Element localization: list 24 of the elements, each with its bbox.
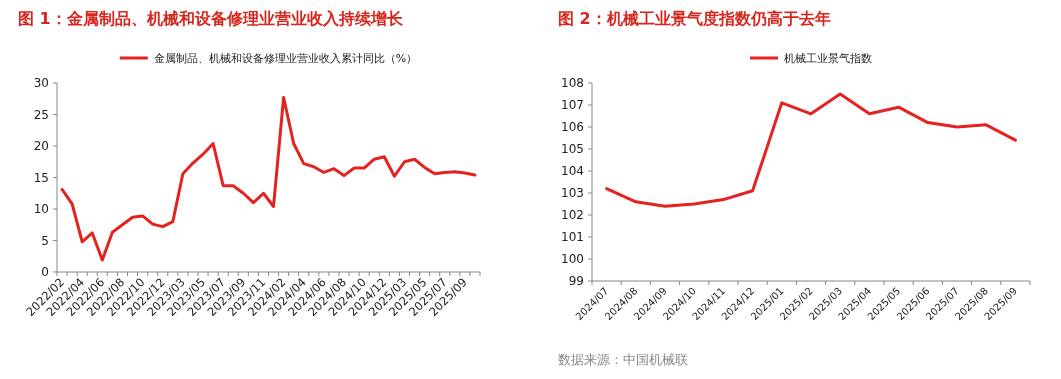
y-tick-label: 10 (33, 202, 49, 216)
y-tick-label: 103 (561, 186, 584, 200)
legend-label: 机械工业景气指数 (784, 52, 872, 65)
line-series (605, 92, 1017, 208)
chart-title: 图 2：机械工业景气度指数仍高于去年 (558, 9, 831, 28)
y-tick-label: 100 (561, 252, 584, 266)
y-tick-label: 105 (561, 142, 584, 156)
y-tick-label: 25 (33, 107, 49, 122)
source-note: 数据来源：中国机械联 (558, 352, 688, 367)
y-tick-label: 107 (561, 98, 584, 112)
legend-label: 金属制品、机械和设备修理业营业收入累计同比（%） (153, 52, 418, 65)
y-tick-label: 5 (41, 233, 49, 248)
chart-title: 图 1：金属制品、机械和设备修理业营业收入持续增长 (18, 9, 404, 28)
y-tick-label: 106 (561, 120, 584, 134)
y-tick-label: 0 (41, 265, 49, 279)
y-tick-label: 30 (33, 76, 49, 90)
y-tick-label: 20 (33, 139, 49, 153)
y-tick-label: 108 (561, 76, 584, 90)
y-tick-label: 99 (568, 274, 584, 288)
y-tick-label: 102 (561, 208, 584, 222)
line-series (60, 95, 477, 262)
y-tick-label: 15 (33, 170, 49, 185)
y-tick-label: 101 (561, 230, 584, 244)
y-tick-label: 104 (561, 164, 584, 178)
